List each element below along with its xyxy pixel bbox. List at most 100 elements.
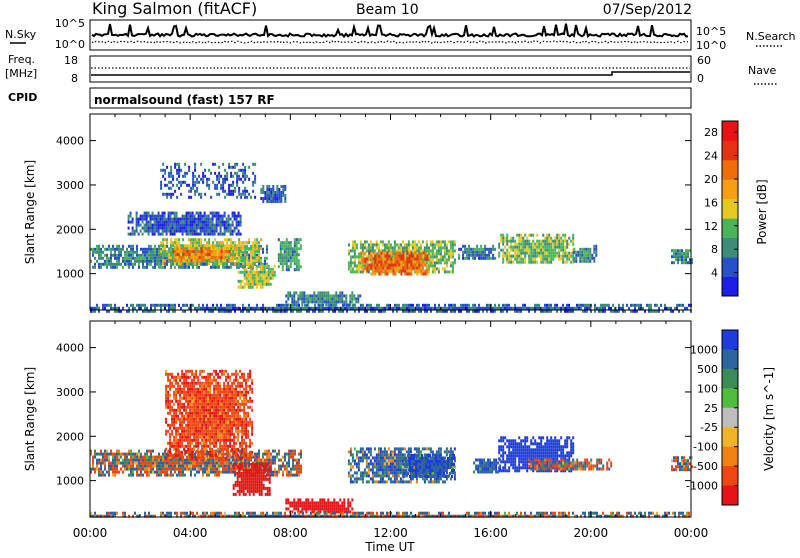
- power-cell: [280, 194, 282, 197]
- power-cell: [200, 227, 202, 230]
- power-cell: [544, 261, 546, 264]
- power-cell: [546, 258, 548, 261]
- power-cell: [550, 246, 552, 249]
- power-cell: [424, 304, 426, 307]
- power-cell: [110, 251, 112, 254]
- power-cell: [480, 245, 482, 248]
- power-cell: [402, 255, 404, 258]
- power-cell: [232, 184, 234, 187]
- velocity-cell: [173, 427, 175, 430]
- velocity-cell: [160, 456, 162, 459]
- power-cell: [315, 294, 317, 297]
- power-cell: [524, 307, 526, 310]
- velocity-cell: [249, 478, 251, 481]
- power-cell: [556, 252, 558, 255]
- power-cell: [675, 255, 677, 258]
- power-cell: [246, 259, 248, 262]
- power-cell: [210, 230, 212, 233]
- power-cell: [262, 283, 264, 286]
- power-cell: [412, 267, 414, 270]
- power-cell: [512, 240, 514, 243]
- power-cell: [172, 193, 174, 196]
- power-cell: [548, 246, 550, 249]
- power-cell: [218, 233, 220, 236]
- power-cell: [218, 218, 220, 221]
- power-cell: [536, 240, 538, 243]
- power-cell: [217, 250, 219, 253]
- power-cell: [180, 221, 182, 224]
- power-cell: [464, 248, 466, 251]
- velocity-cell: [255, 472, 257, 475]
- power-cell: [285, 300, 287, 303]
- power-cell: [172, 224, 174, 227]
- velocity-cell: [174, 471, 176, 474]
- power-cell: [380, 240, 382, 243]
- power-cell: [444, 267, 446, 270]
- power-cell: [410, 243, 412, 246]
- velocity-cell: [175, 409, 177, 412]
- velocity-cell: [255, 466, 257, 469]
- power-cell: [224, 266, 226, 269]
- power-cell: [378, 258, 380, 261]
- velocity-cell: [183, 421, 185, 424]
- velocity-cell: [187, 424, 189, 427]
- velocity-cell: [208, 474, 210, 477]
- velocity-cell: [266, 453, 268, 456]
- velocity-cell: [112, 465, 114, 468]
- power-cell: [166, 221, 168, 224]
- power-cell: [203, 256, 205, 259]
- power-cell: [244, 274, 246, 277]
- velocity-cell: [194, 462, 196, 465]
- power-cell: [426, 273, 428, 276]
- velocity-cell: [150, 462, 152, 465]
- power-cell: [492, 245, 494, 248]
- power-cell: [176, 196, 178, 199]
- power-cell: [398, 252, 400, 255]
- power-cell: [142, 233, 144, 236]
- power-cell: [214, 230, 216, 233]
- velocity-cell: [177, 400, 179, 403]
- power-cell: [524, 261, 526, 264]
- velocity-cell: [204, 462, 206, 465]
- velocity-cell: [160, 471, 162, 474]
- power-cell: [180, 307, 182, 310]
- power-cell: [528, 249, 530, 252]
- velocity-cell: [290, 450, 292, 453]
- power-cell: [248, 304, 250, 307]
- velocity-cell: [185, 436, 187, 439]
- power-cell: [148, 224, 150, 227]
- power-cell: [585, 248, 587, 251]
- power-cell: [214, 172, 216, 175]
- power-cell: [162, 169, 164, 172]
- power-cell: [142, 266, 144, 269]
- velocity-cell: [189, 370, 191, 373]
- power-cell: [526, 237, 528, 240]
- power-cell: [166, 238, 168, 241]
- power-cell: [388, 255, 390, 258]
- power-cell: [216, 307, 218, 310]
- power-cell: [276, 304, 278, 307]
- power-cell: [194, 166, 196, 169]
- velocity-cell: [175, 445, 177, 448]
- power-cell: [166, 193, 168, 196]
- power-cell: [222, 163, 224, 166]
- velocity-cell: [140, 474, 142, 477]
- power-cell: [248, 286, 250, 289]
- power-cell: [538, 243, 540, 246]
- power-cell: [432, 249, 434, 252]
- velocity-cell: [232, 471, 234, 474]
- power-cell: [434, 261, 436, 264]
- velocity-cell: [164, 474, 166, 477]
- velocity-cell: [180, 465, 182, 468]
- power-cell: [420, 243, 422, 246]
- velocity-cell: [298, 468, 300, 471]
- power-cell: [170, 175, 172, 178]
- velocity-cell: [167, 424, 169, 427]
- velocity-cell: [154, 462, 156, 465]
- power-cell: [222, 241, 224, 244]
- power-cell: [280, 256, 282, 259]
- power-cell: [220, 221, 222, 224]
- power-cell: [142, 218, 144, 221]
- power-cell: [244, 268, 246, 271]
- power-cell: [386, 304, 388, 307]
